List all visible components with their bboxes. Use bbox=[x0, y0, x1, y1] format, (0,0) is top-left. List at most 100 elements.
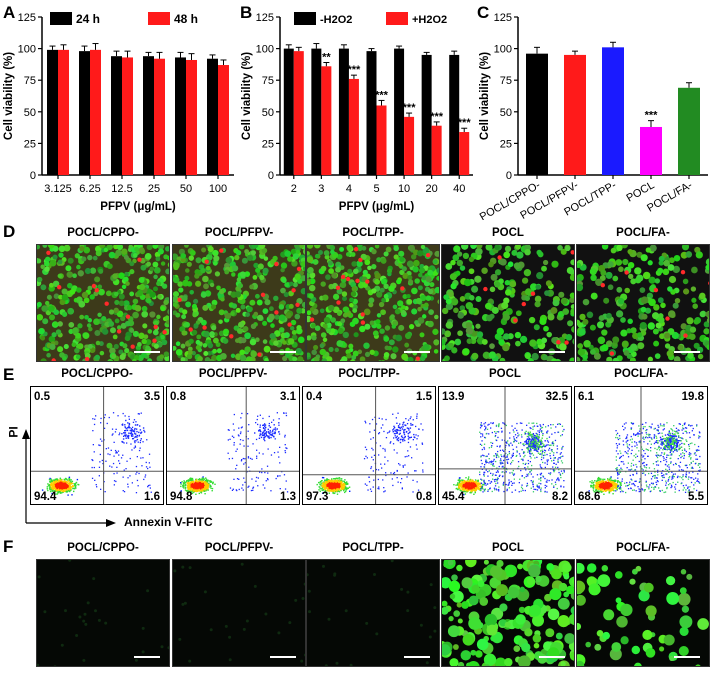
flow-scatter: 0.5 3.5 94.4 1.6 bbox=[31, 387, 163, 504]
quadrant-value-ll: 45.4 bbox=[442, 491, 465, 503]
bar-minus-h2o2 bbox=[421, 54, 432, 175]
scale-bar bbox=[404, 656, 430, 658]
x-tick-label: 4 bbox=[346, 183, 352, 195]
scale-bar bbox=[539, 351, 565, 353]
significance-mark: *** bbox=[645, 110, 659, 122]
y-axis-label: Cell viability (%) bbox=[479, 52, 491, 140]
quadrant-value-ur: 32.5 bbox=[546, 391, 569, 403]
significance-mark: *** bbox=[458, 117, 472, 129]
y-tick-label: 75 bbox=[500, 75, 512, 87]
x-tick-label: 20 bbox=[426, 183, 438, 195]
y-tick-label: 75 bbox=[24, 75, 36, 87]
microscopy-image bbox=[576, 244, 710, 362]
fluorescence-image bbox=[441, 559, 575, 667]
panel-letter-c: C bbox=[477, 3, 490, 22]
y-tick-label: 75 bbox=[262, 75, 274, 87]
flow-axis-arrows bbox=[22, 429, 116, 527]
quadrant-value-ll: 68.6 bbox=[578, 491, 600, 503]
bar-minus-h2o2 bbox=[311, 48, 322, 175]
fluorescence-image bbox=[306, 559, 440, 667]
bar-plus-h2o2 bbox=[348, 78, 359, 175]
scale-bar bbox=[539, 656, 565, 658]
bar-48h bbox=[58, 49, 69, 175]
flow-x-axis-label: Annexin V-FITC bbox=[124, 515, 213, 529]
quadrant-value-ll: 94.4 bbox=[34, 491, 57, 503]
micro-title: POCL/PFPV- bbox=[204, 227, 274, 239]
fluor-title: POCL/FA- bbox=[616, 542, 670, 554]
y-axis-label: Cell viability (%) bbox=[241, 52, 253, 140]
x-tick-label: 10 bbox=[398, 183, 410, 195]
fluor-layer bbox=[173, 562, 305, 665]
flow-title: POCL/TPP- bbox=[338, 368, 400, 380]
quadrant-value-ur: 3.1 bbox=[280, 391, 297, 403]
quadrant-value-ul: 0.5 bbox=[34, 391, 51, 403]
significance-mark: *** bbox=[375, 89, 389, 101]
bar bbox=[526, 53, 548, 175]
y-tick-label: 0 bbox=[30, 170, 36, 182]
bar-48h bbox=[122, 57, 133, 176]
significance-mark: *** bbox=[403, 102, 417, 114]
quadrant-value-ur: 3.5 bbox=[144, 391, 161, 403]
bar-24h bbox=[47, 49, 58, 175]
bar-24h bbox=[207, 58, 218, 175]
y-axis-label: Cell viability (%) bbox=[3, 52, 15, 140]
bar-minus-h2o2 bbox=[338, 48, 349, 175]
x-arrow-head bbox=[106, 519, 116, 527]
legend-swatch-48h bbox=[148, 12, 170, 25]
quadrant-value-ur: 1.5 bbox=[416, 391, 433, 403]
fluorescence-image bbox=[172, 559, 306, 667]
flow-title: POCL bbox=[489, 368, 521, 380]
x-tick-label: 40 bbox=[453, 183, 465, 195]
cell-layer bbox=[307, 245, 439, 361]
legend-label-48h: 48 h bbox=[174, 12, 198, 26]
flow-scatter: 13.9 32.5 45.4 8.2 bbox=[439, 387, 571, 504]
cell-layer bbox=[173, 245, 305, 361]
fluor-title: POCL/CPPO- bbox=[67, 542, 139, 554]
significance-mark: ** bbox=[322, 52, 331, 64]
legend-swatch-24h bbox=[50, 12, 72, 25]
bar-48h bbox=[90, 49, 101, 175]
y-arrow-head bbox=[22, 429, 30, 439]
panel-letter-d: D bbox=[3, 222, 16, 241]
flow-title: POCL/CPPO- bbox=[61, 368, 133, 380]
bar-plus-h2o2 bbox=[459, 132, 470, 175]
chart-b: 0 25 50 75 100 125 Cell viability (%) 2 ** 3 *** 4 *… bbox=[241, 12, 473, 213]
x-tick-label: 3.125 bbox=[44, 183, 72, 195]
bar-minus-h2o2 bbox=[394, 48, 405, 175]
bar-24h bbox=[79, 51, 90, 175]
quadrant-value-lr: 1.3 bbox=[280, 491, 296, 503]
micro-title: POCL/TPP- bbox=[342, 227, 404, 239]
y-tick-label: 100 bbox=[256, 44, 274, 56]
scale-bar bbox=[134, 656, 160, 658]
legend-label-minus-h2o2: -H2O2 bbox=[320, 14, 352, 26]
bar-24h bbox=[175, 57, 186, 176]
flow-y-axis-label: PI bbox=[6, 426, 21, 438]
bar-plus-h2o2 bbox=[404, 116, 415, 175]
significance-mark: *** bbox=[348, 64, 362, 76]
fluor-layer bbox=[307, 560, 437, 666]
x-tick-label: 12.5 bbox=[111, 183, 132, 195]
bar bbox=[602, 47, 624, 175]
panel-letter-f: F bbox=[3, 537, 14, 556]
quadrant-value-ul: 0.8 bbox=[170, 391, 187, 403]
quadrant-value-lr: 8.2 bbox=[552, 491, 568, 503]
panel-letter-e: E bbox=[3, 365, 15, 384]
quadrant-value-ul: 0.4 bbox=[306, 391, 323, 403]
y-tick-label: 125 bbox=[18, 12, 36, 24]
x-axis-label: PFPV (μg/mL) bbox=[339, 201, 415, 213]
bar-48h bbox=[154, 58, 165, 175]
y-tick-label: 50 bbox=[500, 107, 512, 119]
micro-title: POCL/FA- bbox=[616, 227, 670, 239]
bar bbox=[564, 54, 586, 175]
bar-plus-h2o2 bbox=[376, 105, 387, 175]
quadrant-value-lr: 1.6 bbox=[144, 491, 160, 503]
flow-plot: 0.8 3.1 94.8 1.3 bbox=[166, 386, 300, 505]
bar-48h bbox=[186, 59, 197, 176]
y-tick-label: 125 bbox=[494, 12, 512, 24]
fluor-layer bbox=[577, 562, 709, 666]
y-tick-label: 0 bbox=[268, 170, 274, 182]
x-tick-label: 25 bbox=[148, 183, 160, 195]
bar-minus-h2o2 bbox=[283, 48, 294, 175]
flow-plot: 6.1 19.8 68.6 5.5 bbox=[574, 386, 708, 505]
legend-swatch-minus-h2o2 bbox=[294, 12, 316, 25]
